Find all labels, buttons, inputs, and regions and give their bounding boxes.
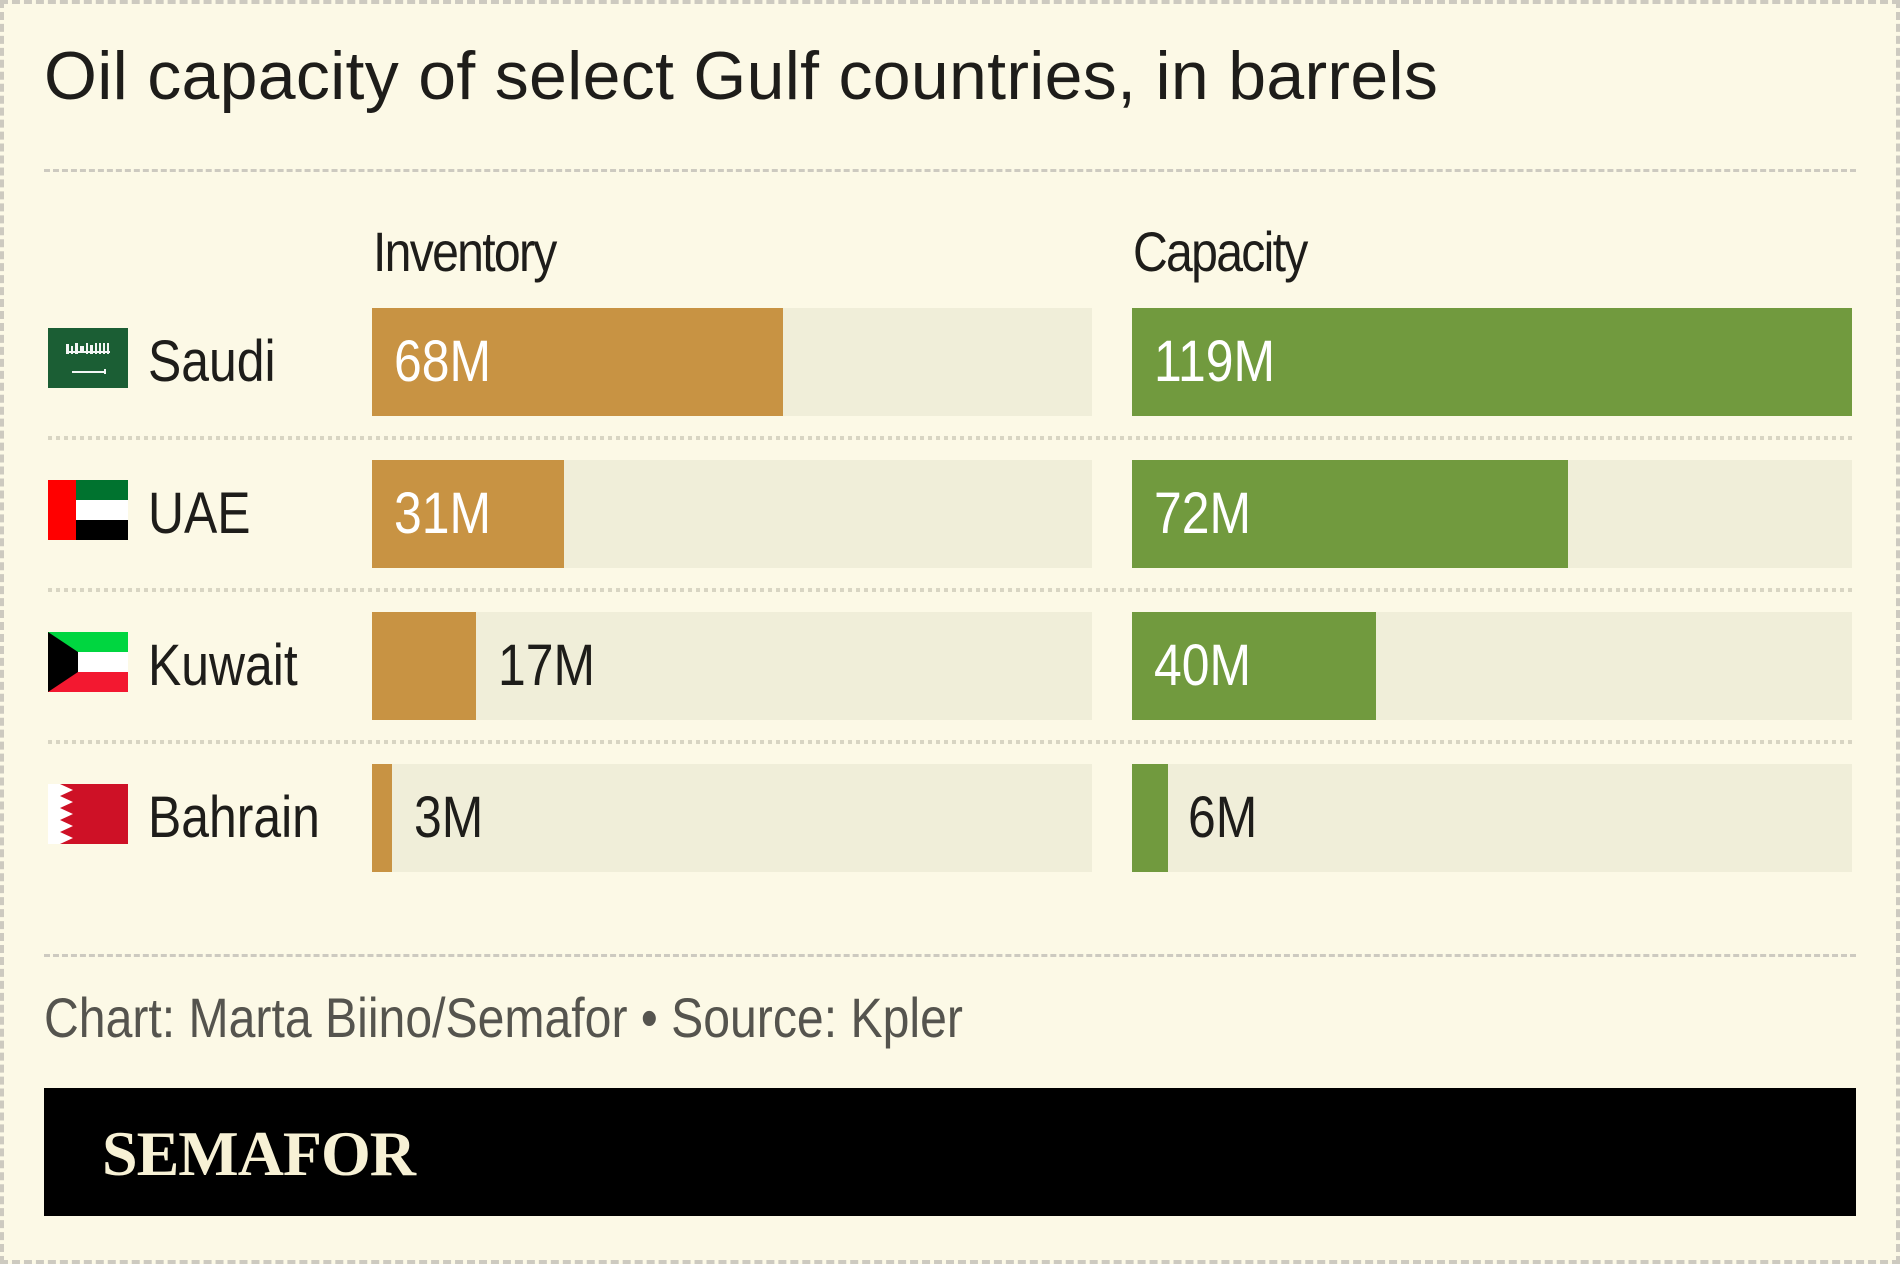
bahrain-flag-icon: [48, 784, 128, 844]
footer-divider: [44, 954, 1856, 957]
inventory-value-label: 17M: [498, 633, 596, 698]
country-label: Bahrain: [148, 785, 320, 850]
capacity-value-label: 40M: [1154, 633, 1252, 698]
column-header-capacity: Capacity: [1133, 220, 1308, 283]
title-divider: [44, 169, 1856, 172]
capacity-value-label: 119M: [1154, 329, 1276, 394]
capacity-track: 119M: [1132, 308, 1852, 416]
saudi-arabia-flag-icon: [48, 328, 128, 388]
row-uae: UAE 31M 72M: [0, 460, 1900, 568]
row-separator: [48, 436, 1852, 440]
inventory-value-label: 3M: [414, 785, 484, 850]
capacity-bar: [1132, 764, 1168, 872]
capacity-value-label: 72M: [1154, 481, 1252, 546]
capacity-bar: [1132, 460, 1568, 568]
capacity-bar: [1132, 612, 1376, 720]
brand-footer: SEMAFOR: [44, 1088, 1856, 1216]
country-label: Kuwait: [148, 633, 298, 698]
inventory-track: 3M: [372, 764, 1092, 872]
row-separator: [48, 588, 1852, 592]
inventory-value-label: 68M: [394, 329, 492, 394]
inventory-bar: [372, 460, 564, 568]
column-header-inventory: Inventory: [373, 220, 557, 283]
country-label: UAE: [148, 481, 251, 546]
capacity-value-label: 6M: [1188, 785, 1258, 850]
row-kuwait: Kuwait 17M 40M: [0, 612, 1900, 720]
capacity-track: 72M: [1132, 460, 1852, 568]
row-saudi: Saudi 68M 119M: [0, 308, 1900, 416]
inventory-bar: [372, 764, 392, 872]
chart-title: Oil capacity of select Gulf countries, i…: [44, 38, 1439, 114]
semafor-logo: SEMAFOR: [102, 1118, 416, 1189]
kuwait-flag-icon: [48, 632, 128, 692]
inventory-track: 17M: [372, 612, 1092, 720]
capacity-track: 6M: [1132, 764, 1852, 872]
inventory-bar: [372, 612, 476, 720]
uae-flag-icon: [48, 480, 128, 540]
row-bahrain: Bahrain 3M 6M: [0, 764, 1900, 872]
inventory-value-label: 31M: [394, 481, 492, 546]
capacity-track: 40M: [1132, 612, 1852, 720]
country-label: Saudi: [148, 329, 276, 394]
inventory-track: 31M: [372, 460, 1092, 568]
inventory-bar: [372, 308, 783, 416]
capacity-bar: [1132, 308, 1852, 416]
row-separator: [48, 740, 1852, 744]
chart-credit: Chart: Marta Biino/Semafor • Source: Kpl…: [44, 986, 963, 1049]
inventory-track: 68M: [372, 308, 1092, 416]
